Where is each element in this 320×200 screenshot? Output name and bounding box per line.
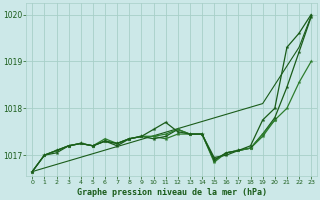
X-axis label: Graphe pression niveau de la mer (hPa): Graphe pression niveau de la mer (hPa) xyxy=(77,188,267,197)
